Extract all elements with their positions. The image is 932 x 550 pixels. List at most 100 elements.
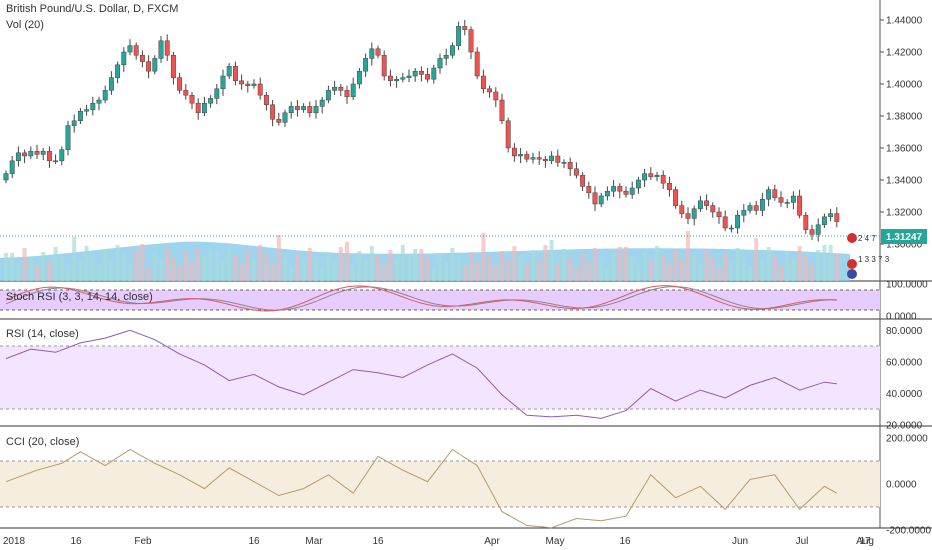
candle[interactable] [834, 213, 840, 222]
candle[interactable] [673, 189, 679, 206]
candle[interactable] [400, 77, 406, 80]
candle[interactable] [77, 110, 83, 122]
candle[interactable] [772, 189, 778, 198]
candle[interactable] [65, 125, 71, 150]
candle[interactable] [226, 66, 232, 77]
candle[interactable] [437, 58, 443, 69]
candle[interactable] [586, 186, 592, 194]
cci-title[interactable]: CCI (20, close) [6, 436, 80, 448]
candle[interactable] [828, 213, 834, 218]
candle[interactable] [363, 58, 369, 72]
candle[interactable] [139, 54, 145, 62]
candle[interactable] [245, 83, 251, 86]
candle[interactable] [282, 112, 288, 123]
candle[interactable] [152, 58, 158, 72]
candle[interactable] [59, 149, 65, 162]
flag-gb-icon[interactable] [847, 259, 857, 269]
candle[interactable] [530, 157, 536, 160]
candle[interactable] [121, 51, 127, 66]
candle[interactable] [555, 155, 561, 163]
candle[interactable] [201, 102, 207, 114]
candle[interactable] [580, 174, 586, 187]
candle[interactable] [387, 75, 393, 82]
candle[interactable] [449, 45, 455, 56]
candle[interactable] [524, 154, 530, 160]
candle[interactable] [9, 160, 15, 174]
candle[interactable] [208, 98, 214, 104]
candle[interactable] [821, 216, 827, 226]
candle[interactable] [747, 205, 753, 211]
candle[interactable] [474, 51, 480, 77]
candle[interactable] [691, 208, 697, 219]
candle[interactable] [96, 99, 102, 104]
candle[interactable] [704, 200, 710, 206]
candle[interactable] [232, 66, 238, 82]
candle[interactable] [127, 45, 133, 53]
candle[interactable] [108, 77, 114, 91]
candle[interactable] [697, 200, 703, 210]
candle[interactable] [623, 190, 629, 195]
candle[interactable] [487, 88, 493, 93]
candle[interactable] [635, 179, 641, 189]
candle[interactable] [679, 205, 685, 214]
candle[interactable] [716, 211, 722, 218]
candle[interactable] [170, 54, 176, 78]
candle[interactable] [790, 195, 796, 203]
candle[interactable] [685, 213, 691, 219]
candle[interactable] [573, 168, 579, 176]
candle[interactable] [46, 150, 52, 162]
candle[interactable] [462, 26, 468, 30]
candle[interactable] [301, 106, 307, 110]
candle[interactable] [276, 118, 282, 123]
candle[interactable] [356, 70, 362, 85]
candle[interactable] [753, 205, 759, 211]
candle[interactable] [53, 160, 59, 163]
candle[interactable] [183, 90, 189, 96]
candle[interactable] [344, 90, 350, 98]
candle[interactable] [381, 54, 387, 77]
candle[interactable] [784, 202, 790, 204]
candle[interactable] [617, 186, 623, 192]
candle[interactable] [660, 174, 666, 184]
candle[interactable] [146, 61, 152, 72]
candle[interactable] [511, 147, 517, 157]
candle[interactable] [425, 74, 431, 80]
candle[interactable] [797, 195, 803, 216]
candle[interactable] [22, 152, 28, 157]
candle[interactable] [375, 48, 381, 56]
candle[interactable] [710, 205, 716, 213]
candle[interactable] [549, 155, 555, 162]
candle[interactable] [518, 154, 524, 157]
candle[interactable] [158, 40, 164, 59]
candle[interactable] [456, 26, 462, 46]
candle[interactable] [133, 45, 139, 56]
candle[interactable] [406, 75, 412, 78]
candle[interactable] [90, 102, 96, 110]
volume-title[interactable]: Vol (20) [6, 19, 44, 31]
candle[interactable] [220, 75, 226, 90]
candle[interactable] [338, 86, 344, 91]
candle[interactable] [28, 150, 34, 157]
candle[interactable] [195, 102, 201, 114]
candle[interactable] [369, 48, 375, 59]
symbol-title[interactable]: British Pound/U.S. Dollar, D, FXCM [6, 3, 179, 15]
candle[interactable] [759, 198, 765, 211]
candle[interactable] [3, 173, 9, 181]
flag-us-icon[interactable] [847, 233, 857, 243]
candle[interactable] [648, 173, 654, 178]
candle[interactable] [294, 106, 300, 110]
candle[interactable] [431, 67, 437, 80]
candle[interactable] [394, 78, 400, 82]
candle[interactable] [741, 210, 747, 216]
candle[interactable] [313, 106, 319, 114]
candle[interactable] [499, 99, 505, 122]
candle[interactable] [542, 158, 548, 162]
candle[interactable] [604, 190, 610, 197]
candle[interactable] [480, 75, 486, 90]
candle[interactable] [722, 216, 728, 229]
candle[interactable] [34, 150, 40, 155]
flag-eu-icon[interactable] [847, 269, 857, 279]
candle[interactable] [642, 173, 648, 181]
candle[interactable] [809, 229, 815, 235]
candle[interactable] [803, 214, 809, 230]
